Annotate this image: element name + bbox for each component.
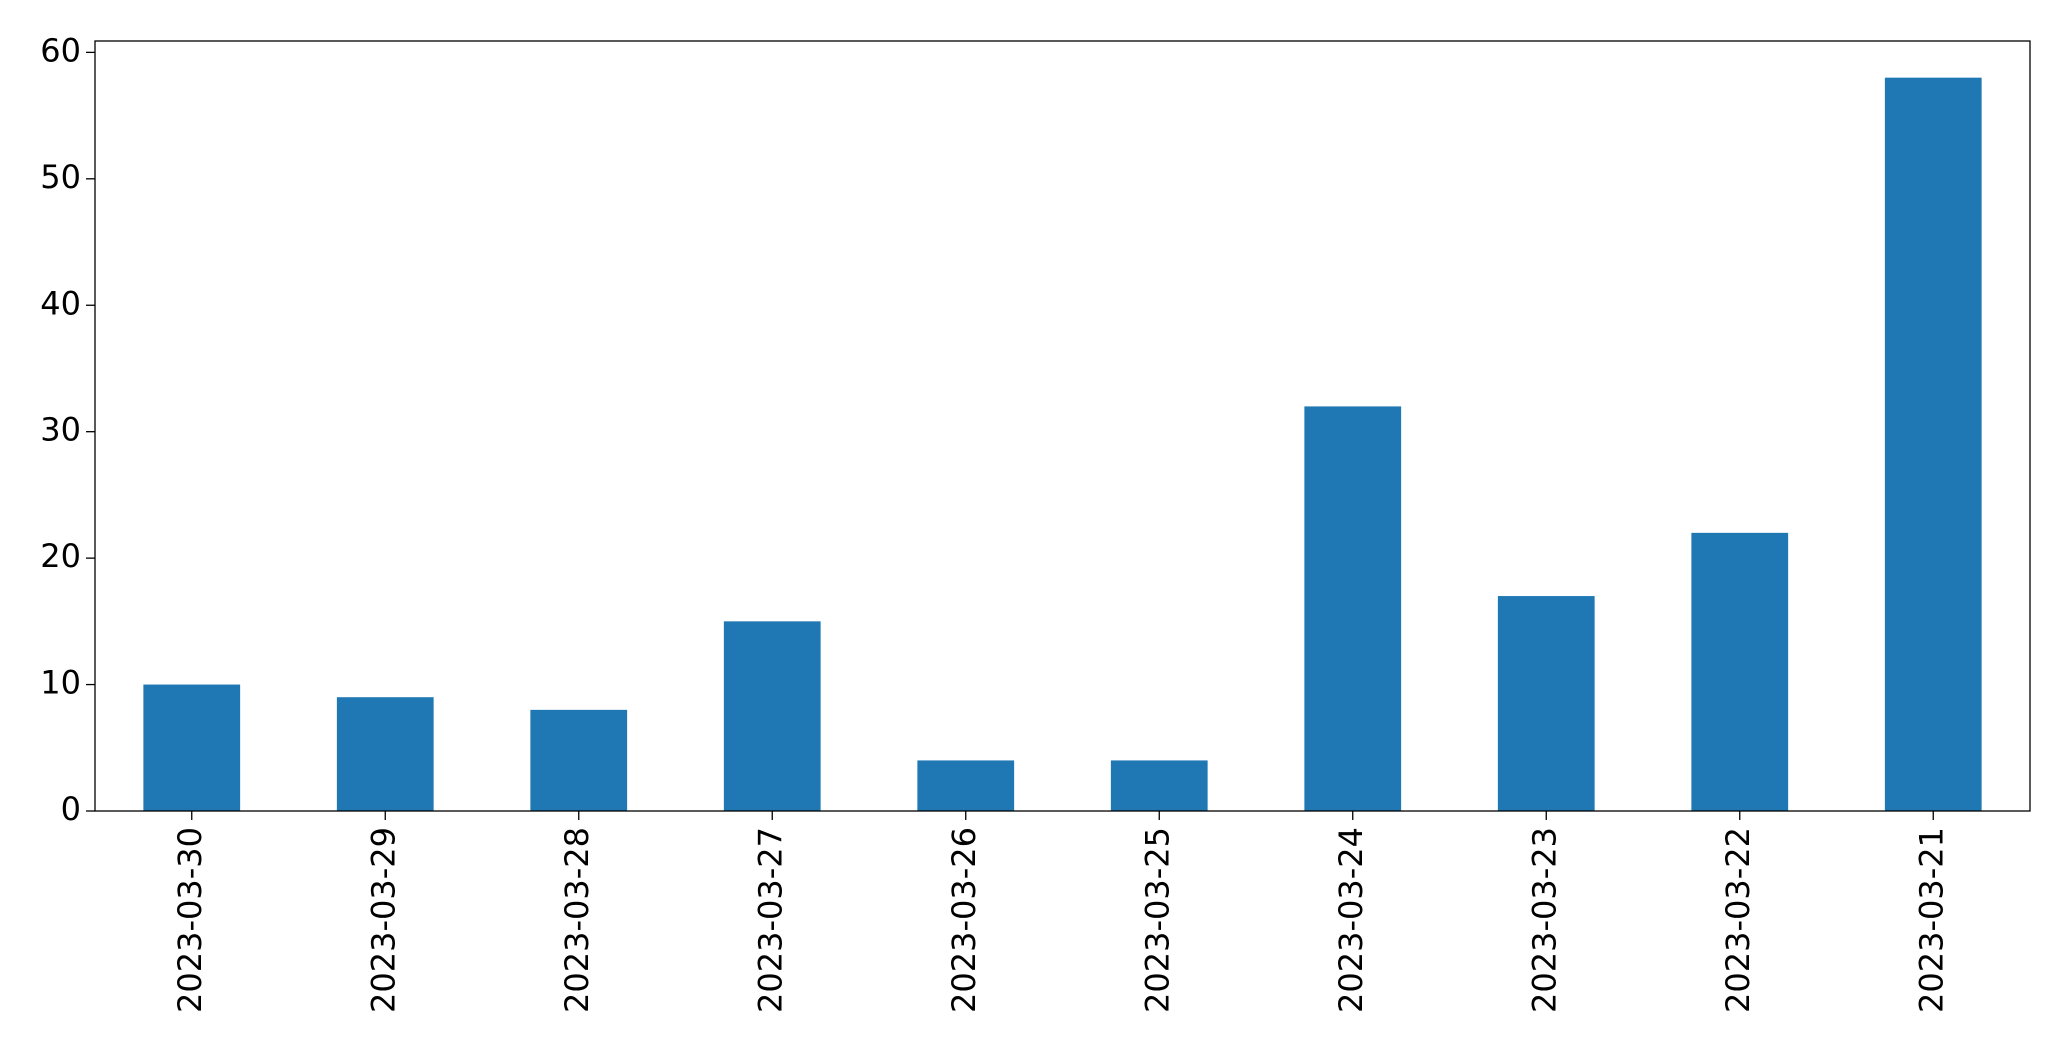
x-tick-label: 2023-03-30 — [171, 827, 209, 1013]
bar — [143, 684, 241, 811]
bar — [336, 697, 434, 811]
y-tick-label: 10 — [40, 664, 81, 702]
y-tick-label: 60 — [40, 31, 81, 69]
bar — [1497, 596, 1595, 811]
x-tick-label: 2023-03-24 — [1332, 827, 1370, 1013]
x-tick-label: 2023-03-28 — [558, 827, 596, 1013]
y-tick-label: 40 — [40, 284, 81, 322]
y-tick-label: 20 — [40, 537, 81, 575]
bar — [917, 760, 1015, 811]
x-tick-label: 2023-03-21 — [1912, 827, 1950, 1013]
x-tick-label: 2023-03-26 — [945, 827, 983, 1013]
y-tick-label: 50 — [40, 158, 81, 196]
axes-frame — [94, 40, 2031, 812]
bar — [1304, 406, 1402, 811]
x-tick-label: 2023-03-25 — [1138, 827, 1176, 1013]
x-tick-label: 2023-03-29 — [364, 827, 402, 1013]
y-tick-label: 30 — [40, 411, 81, 449]
x-tick-label: 2023-03-27 — [751, 827, 789, 1013]
y-tick-label: 0 — [61, 790, 81, 828]
bar — [530, 709, 628, 811]
x-tick-label: 2023-03-23 — [1525, 827, 1563, 1013]
bar — [1884, 77, 1982, 811]
bar — [1691, 532, 1789, 811]
bar — [723, 621, 821, 811]
x-tick-label: 2023-03-22 — [1719, 827, 1757, 1013]
bar — [1110, 760, 1208, 811]
